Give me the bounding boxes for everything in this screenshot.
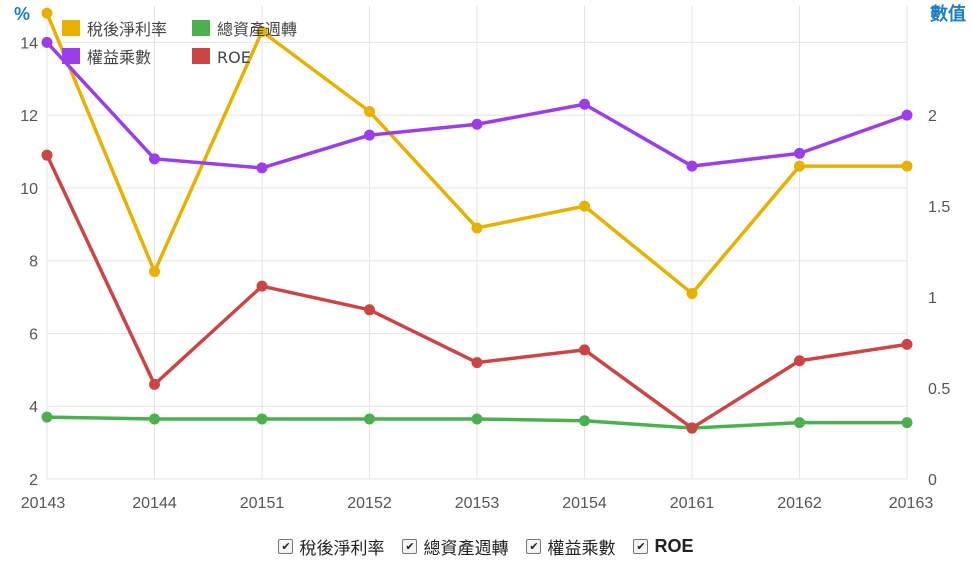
legend-entry[interactable]: ROE xyxy=(192,48,251,67)
data-point[interactable] xyxy=(686,287,698,299)
data-point[interactable] xyxy=(364,106,375,118)
legend-toggle-asset-turnover[interactable]: ✔ 總資產週轉 xyxy=(402,534,508,559)
left-tick-label: 4 xyxy=(29,399,38,416)
data-point[interactable] xyxy=(256,25,268,37)
legend-entry[interactable]: 稅後淨利率 xyxy=(62,20,167,39)
data-point[interactable] xyxy=(256,162,268,174)
data-point[interactable] xyxy=(41,7,53,19)
data-point[interactable] xyxy=(901,160,913,172)
data-point[interactable] xyxy=(149,153,160,165)
data-point[interactable] xyxy=(471,118,483,130)
right-tick-label: 0 xyxy=(928,472,937,489)
legend-label: 稅後淨利率 xyxy=(87,20,167,39)
legend-toggle-label: 稅後淨利率 xyxy=(299,539,385,559)
legend-toggle-label: 總資產週轉 xyxy=(423,539,509,559)
checkbox-checked-icon[interactable]: ✔ xyxy=(402,539,418,554)
x-axis-ticks: 20143 20144 20151 20152 20153 20154 20161 20162… xyxy=(21,495,934,512)
left-axis-ticks: 2 4 6 8 10 12 14 xyxy=(20,35,38,489)
data-point[interactable] xyxy=(471,413,483,425)
legend-swatch xyxy=(62,20,80,36)
legend-swatch xyxy=(192,20,210,36)
data-point[interactable] xyxy=(579,200,590,212)
data-point[interactable] xyxy=(901,417,913,429)
legend-label: ROE xyxy=(217,48,251,67)
data-point[interactable] xyxy=(794,417,805,429)
legend-entry[interactable]: 總資產週轉 xyxy=(192,20,297,39)
x-tick-label: 20161 xyxy=(670,495,715,512)
left-tick-label: 12 xyxy=(20,108,38,125)
data-point[interactable] xyxy=(686,422,698,434)
data-point[interactable] xyxy=(149,413,160,425)
data-point[interactable] xyxy=(256,413,268,425)
data-point[interactable] xyxy=(256,280,268,292)
data-point[interactable] xyxy=(364,304,375,316)
checkbox-checked-icon[interactable]: ✔ xyxy=(633,539,649,554)
left-tick-label: 10 xyxy=(20,181,38,198)
chart: 2 4 6 8 10 12 14 0 0.5 1 1.5 2 20143 20144 20151 2015… xyxy=(14,3,966,512)
legend-entry[interactable]: 權益乘數 xyxy=(62,48,151,67)
legend-toggle-equity-multiplier[interactable]: ✔ 權益乘數 xyxy=(526,534,615,559)
legend-swatch xyxy=(192,48,210,64)
data-point[interactable] xyxy=(901,338,913,350)
grid xyxy=(46,6,908,480)
series-2 xyxy=(41,36,913,174)
data-point[interactable] xyxy=(41,411,53,423)
data-point[interactable] xyxy=(471,357,483,369)
x-tick-label: 20162 xyxy=(777,495,822,512)
right-axis-unit: 數值 xyxy=(930,3,966,24)
right-tick-label: 1.5 xyxy=(928,199,950,216)
x-tick-label: 20154 xyxy=(562,495,607,512)
right-axis-ticks: 0 0.5 1 1.5 2 xyxy=(928,108,950,489)
x-tick-label: 20153 xyxy=(455,495,500,512)
data-point[interactable] xyxy=(149,378,160,390)
x-tick-label: 20144 xyxy=(132,495,177,512)
left-tick-label: 2 xyxy=(29,472,38,489)
data-point[interactable] xyxy=(686,160,698,172)
legend-label: 權益乘數 xyxy=(87,48,151,67)
right-tick-label: 0.5 xyxy=(928,381,950,398)
data-point[interactable] xyxy=(794,355,805,367)
left-tick-label: 6 xyxy=(29,326,38,343)
bottom-legend: ✔ 稅後淨利率 ✔ 總資產週轉 ✔ 權益乘數 ✔ ROE xyxy=(0,530,972,563)
x-tick-label: 20151 xyxy=(240,495,285,512)
right-tick-label: 2 xyxy=(928,108,937,125)
legend-swatch xyxy=(62,48,80,64)
x-tick-label: 20152 xyxy=(347,495,392,512)
series-lines xyxy=(41,7,913,434)
x-tick-label: 20143 xyxy=(21,495,66,512)
data-point[interactable] xyxy=(901,109,913,121)
left-axis-unit: % xyxy=(14,4,30,24)
data-point[interactable] xyxy=(794,160,805,172)
legend-toggle-net-margin[interactable]: ✔ 稅後淨利率 xyxy=(278,534,384,559)
data-point[interactable] xyxy=(149,266,160,278)
data-point[interactable] xyxy=(41,36,53,48)
data-point[interactable] xyxy=(794,147,805,159)
x-tick-label: 20163 xyxy=(889,495,934,512)
data-point[interactable] xyxy=(471,222,483,234)
right-tick-label: 1 xyxy=(928,290,937,307)
left-tick-label: 14 xyxy=(20,35,38,52)
data-point[interactable] xyxy=(579,98,590,110)
checkbox-checked-icon[interactable]: ✔ xyxy=(526,539,542,554)
legend-label: 總資產週轉 xyxy=(217,20,297,39)
series-1 xyxy=(41,411,913,434)
data-point[interactable] xyxy=(579,415,590,427)
checkbox-checked-icon[interactable]: ✔ xyxy=(278,539,294,554)
series-0 xyxy=(41,7,913,299)
legend-toggle-roe[interactable]: ✔ ROE xyxy=(633,536,694,557)
data-point[interactable] xyxy=(41,149,53,161)
data-point[interactable] xyxy=(364,413,375,425)
legend-toggle-label: 權益乘數 xyxy=(547,539,616,559)
data-point[interactable] xyxy=(579,344,590,356)
left-tick-label: 8 xyxy=(29,254,38,271)
legend-toggle-label: ROE xyxy=(654,536,694,556)
data-point[interactable] xyxy=(364,129,375,141)
series-3 xyxy=(41,149,913,434)
